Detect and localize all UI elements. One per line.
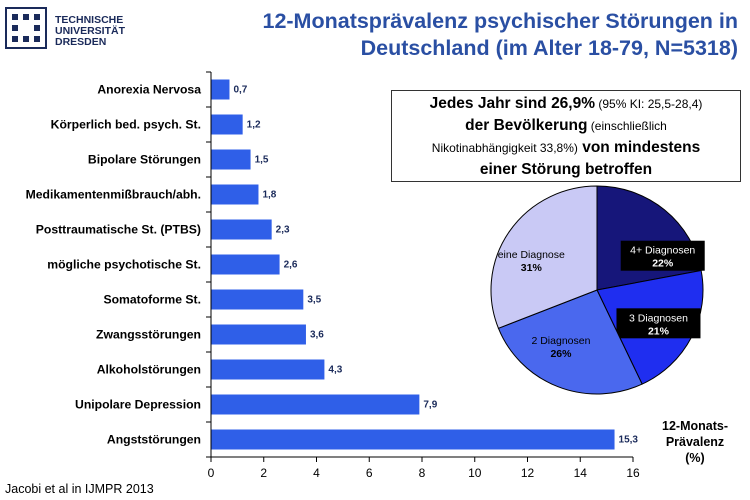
bar [211,219,272,240]
pie-slice-label: eine Diagnose [498,249,565,261]
data-label: 1,8 [262,190,276,201]
tu-dresden-logo: TECHNISCHE UNIVERSITÄT DRESDEN [4,6,154,50]
bar [211,149,251,170]
data-label: 3,5 [307,295,321,306]
bar [211,324,306,345]
y-tick-label: Anorexia Nervosa [97,83,201,97]
x-tick-label: 12 [521,466,535,480]
bar [211,254,280,275]
pie-label-background [620,240,705,271]
pie-slice [497,289,643,395]
pie-slice-value: 21% [648,325,670,337]
data-label: 0,7 [233,85,247,96]
pie-slice [490,185,598,329]
chart-title: 12-Monatsprävalenz psychischer Störungen… [178,8,738,62]
x-tick-label: 8 [419,466,426,480]
logo-line-3: DRESDEN [55,36,107,48]
source-citation: Jacobi et al in IJMPR 2013 [5,482,154,496]
chart-title-line-2: Deutschland (im Alter 18-79, N=5318) [360,36,738,60]
x-tick-label: 6 [366,466,373,480]
callout-line-2: der Bevölkerung (einschließlich [392,115,740,137]
callout-line-1: Jedes Jahr sind 26,9% (95% KI: 25,5-28,4… [392,93,740,115]
callout-text-3: der Bevölkerung [465,117,588,134]
pie-slice-value: 26% [550,348,572,360]
pie-slice-value: 22% [652,258,674,270]
x-tick-label: 0 [208,466,215,480]
pie-slice-value: 31% [521,262,543,274]
bar [211,289,304,310]
y-tick-label: Alkoholstörungen [97,363,201,377]
bar [211,114,243,135]
data-label: 1,2 [247,120,261,131]
y-tick-label: Bipolare Störungen [88,153,201,167]
data-label: 1,5 [255,155,269,166]
x-tick-label: 16 [626,466,640,480]
data-label: 2,6 [284,260,298,271]
x-tick-label: 2 [260,466,267,480]
bar [211,79,230,100]
x-axis-title-line-1: 12-Monats- [662,419,728,433]
data-label: 15,3 [619,435,639,446]
x-axis-title-line-2: Prävalenz [665,435,725,449]
bar-chart: Anorexia Nervosa 0,7 Körperlich bed. psych… [26,71,640,480]
y-tick-label: Unipolare Depression [75,398,201,412]
x-tick-label: 4 [313,466,320,480]
callout-text-4: (einschließlich [587,119,667,133]
y-tick-label: Medikamentenmißbrauch/abh. [26,188,201,202]
y-tick-label: Zwangsstörungen [96,328,201,342]
callout-text-2: (95% KI: 25,5-28,4) [595,97,703,111]
x-axis-title: 12-Monats- Prävalenz (%) [640,418,750,466]
logo-wordmark: TECHNISCHE UNIVERSITÄT DRESDEN [55,15,125,48]
pie-slice-label: 3 Diagnosen [629,312,688,324]
pie-slice-label: 2 Diagnosen [531,335,590,347]
y-tick-label: Angststörungen [107,433,201,447]
callout-line-3: Nikotinabhängigkeit 33,8%) von mindesten… [392,137,740,159]
prevalence-callout: Jedes Jahr sind 26,9% (95% KI: 25,5-28,4… [391,90,741,182]
y-tick-label: Somatoforme St. [103,293,201,307]
pie-label-background [616,308,701,339]
data-label: 3,6 [310,330,324,341]
callout-text-7: einer Störung betroffen [479,161,653,178]
callout-text-5: Nikotinabhängigkeit 33,8%) [431,141,578,155]
data-label: 4,3 [328,365,342,376]
x-tick-label: 14 [574,466,588,480]
bar [211,429,615,450]
pie-slice-label: 4+ Diagnosen [630,245,695,257]
data-label: 7,9 [423,400,437,411]
logo-line-1: TECHNISCHE [55,14,124,26]
bar [211,394,420,415]
logo-line-2: UNIVERSITÄT [55,25,126,37]
bar [211,359,325,380]
data-label: 2,3 [276,225,290,236]
y-tick-label: mögliche psychotische St. [47,258,201,272]
x-tick-label: 10 [468,466,482,480]
callout-text-6: von mindestens [577,139,701,156]
y-tick-label: Körperlich bed. psych. St. [51,118,201,132]
callout-text-1: Jedes Jahr sind 26,9% [429,95,596,112]
chart-title-line-1: 12-Monatsprävalenz psychischer Störungen… [262,9,738,33]
callout-line-4: einer Störung betroffen [392,159,740,181]
bar [211,184,259,205]
x-axis-title-line-3: (%) [685,451,705,465]
tu-dresden-emblem [5,7,47,49]
y-tick-label: Posttraumatische St. (PTBS) [36,223,201,237]
